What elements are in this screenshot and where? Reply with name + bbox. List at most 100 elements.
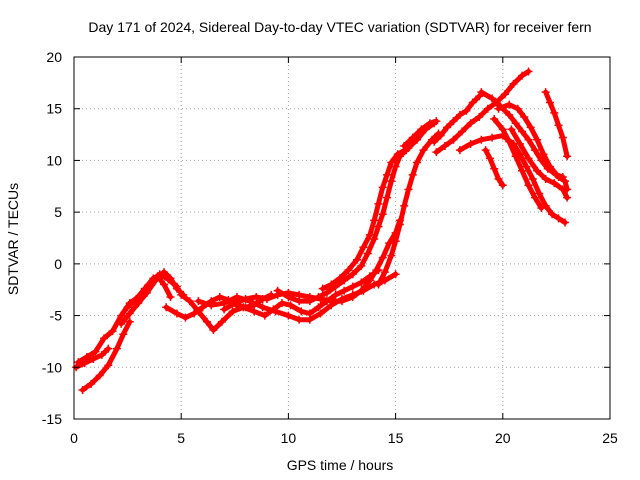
data-point bbox=[132, 295, 141, 304]
data-point bbox=[404, 185, 413, 194]
data-point bbox=[511, 119, 520, 128]
data-point bbox=[404, 144, 413, 153]
data-point bbox=[541, 175, 550, 184]
data-point bbox=[395, 220, 404, 229]
data-point bbox=[432, 117, 441, 126]
data-point bbox=[215, 292, 224, 301]
data-point bbox=[498, 181, 507, 190]
data-point bbox=[507, 125, 516, 134]
data-point bbox=[533, 166, 542, 175]
data-point bbox=[522, 162, 531, 171]
series-trace-14 bbox=[431, 93, 482, 145]
data-point bbox=[202, 317, 211, 326]
data-point bbox=[209, 326, 218, 335]
data-point bbox=[95, 371, 104, 380]
data-point bbox=[372, 266, 381, 275]
data-point bbox=[277, 299, 286, 308]
data-point bbox=[563, 193, 572, 202]
data-point bbox=[181, 313, 190, 322]
data-point bbox=[160, 268, 169, 277]
data-point bbox=[548, 210, 557, 219]
data-point bbox=[365, 276, 374, 285]
data-point bbox=[475, 92, 484, 101]
series-trace-15 bbox=[433, 69, 531, 155]
data-point bbox=[413, 135, 422, 144]
data-point bbox=[432, 148, 441, 157]
y-tick-label: 15 bbox=[46, 101, 62, 117]
data-point bbox=[327, 280, 336, 289]
data-point bbox=[123, 303, 132, 312]
plot-area bbox=[72, 67, 572, 395]
data-point bbox=[498, 125, 507, 134]
data-point bbox=[481, 146, 490, 155]
data-point bbox=[108, 327, 117, 336]
plot-frame bbox=[73, 56, 611, 420]
data-point bbox=[550, 108, 559, 117]
series-trace-12 bbox=[375, 131, 441, 287]
data-point bbox=[348, 270, 357, 279]
data-point bbox=[518, 71, 527, 80]
data-point bbox=[359, 243, 368, 252]
data-point bbox=[417, 125, 426, 134]
data-point bbox=[340, 286, 349, 295]
data-point bbox=[166, 292, 175, 301]
data-point bbox=[344, 266, 353, 275]
y-tick-label: -15 bbox=[42, 411, 62, 427]
data-point bbox=[530, 193, 539, 202]
data-point bbox=[194, 297, 203, 306]
data-point bbox=[408, 170, 417, 179]
data-point bbox=[485, 154, 494, 163]
data-point bbox=[515, 139, 524, 148]
data-point bbox=[483, 104, 492, 113]
data-point bbox=[374, 222, 383, 231]
data-point bbox=[494, 175, 503, 184]
data-point bbox=[262, 295, 271, 304]
data-point bbox=[520, 112, 529, 121]
data-point bbox=[104, 344, 113, 353]
data-point bbox=[526, 123, 535, 132]
x-tick-label: 20 bbox=[495, 430, 511, 446]
data-point bbox=[400, 201, 409, 210]
data-point bbox=[530, 146, 539, 155]
data-point bbox=[91, 347, 100, 356]
data-point bbox=[488, 133, 497, 142]
data-point bbox=[518, 166, 527, 175]
data-point bbox=[539, 150, 548, 159]
data-point bbox=[443, 123, 452, 132]
data-point bbox=[383, 170, 392, 179]
data-point bbox=[327, 297, 336, 306]
data-point bbox=[513, 104, 522, 113]
data-point bbox=[104, 361, 113, 370]
data-point bbox=[305, 315, 314, 324]
data-point bbox=[425, 119, 434, 128]
data-point bbox=[232, 292, 241, 301]
data-point bbox=[505, 110, 514, 119]
data-point bbox=[528, 175, 537, 184]
data-point bbox=[436, 131, 445, 140]
data-point bbox=[477, 135, 486, 144]
series-trace-22 bbox=[508, 126, 570, 201]
data-point bbox=[380, 268, 389, 277]
chart-title: Day 171 of 2024, Sidereal Day-to-day VTE… bbox=[88, 19, 591, 35]
data-point bbox=[468, 98, 477, 107]
x-tick-label: 25 bbox=[602, 430, 618, 446]
y-tick-label: 20 bbox=[46, 49, 62, 65]
data-point bbox=[140, 284, 149, 293]
data-point bbox=[488, 94, 497, 103]
data-point bbox=[511, 152, 520, 161]
data-point bbox=[494, 104, 503, 113]
y-tick-label: -10 bbox=[42, 359, 62, 375]
data-point bbox=[305, 297, 314, 306]
data-point bbox=[393, 150, 402, 159]
data-point bbox=[408, 133, 417, 142]
data-point bbox=[322, 288, 331, 297]
data-point bbox=[400, 141, 409, 150]
data-point bbox=[524, 135, 533, 144]
x-tick-label: 10 bbox=[281, 430, 297, 446]
data-point bbox=[89, 355, 98, 364]
data-point bbox=[117, 319, 126, 328]
data-point bbox=[554, 214, 563, 223]
data-point bbox=[391, 162, 400, 171]
data-point bbox=[545, 162, 554, 171]
y-axis-label: SDTVAR / TECUs bbox=[5, 183, 21, 295]
